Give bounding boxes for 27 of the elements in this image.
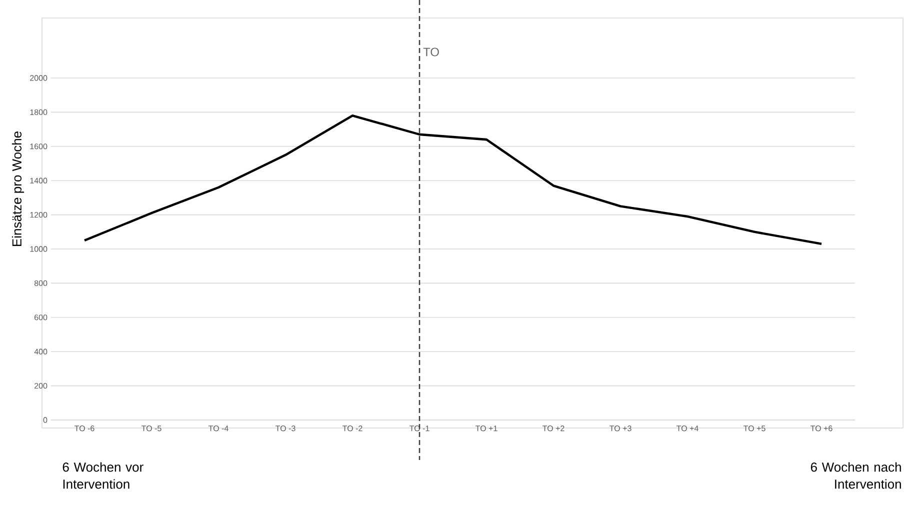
ref-line-label: TO: [423, 48, 439, 56]
y-tick-label: 1600: [30, 144, 48, 150]
text: 6 Wochen vor Intervention: [62, 462, 144, 489]
x-tick-label: TO +3: [610, 426, 632, 432]
y-axis-title: Einsätze pro Woche: [12, 132, 24, 246]
x-tick-label: TO +5: [744, 426, 766, 432]
line-series: [83, 114, 823, 246]
y-tick-label: 200: [34, 382, 48, 389]
x-tick-label: TO -6: [74, 426, 94, 432]
y-tick-label: 0: [43, 417, 48, 423]
y-tick-label: 1000: [30, 246, 48, 252]
y-tick-label: 600: [34, 314, 48, 320]
y-tick-label: 800: [34, 280, 48, 286]
x-tick-label: TO -5: [142, 426, 162, 432]
x-tick-label: TO +4: [676, 426, 698, 432]
y-tick-label: 1800: [30, 109, 48, 116]
x-tick-label: TO +1: [476, 426, 498, 432]
y-tick-label: 400: [34, 348, 48, 354]
x-tick-label: TO -2: [342, 426, 362, 432]
x-tick-label: TO +2: [542, 426, 564, 432]
y-tick-label: 2000: [30, 75, 48, 81]
x-tick-label: TO +6: [810, 426, 832, 432]
y-tick-label: 1200: [30, 212, 48, 218]
x-tick-label: TO -4: [208, 426, 228, 432]
text: 6 Wochen nach Intervention: [810, 462, 901, 489]
x-tick-label: TO -3: [276, 426, 296, 432]
y-tick-label: 1400: [30, 178, 48, 184]
